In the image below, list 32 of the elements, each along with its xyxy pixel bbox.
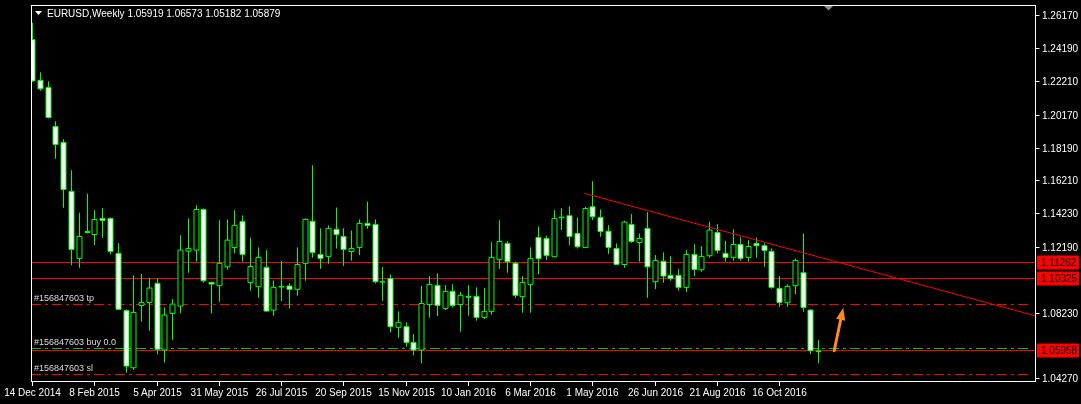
ref-line-label: 1.05958 (1041, 345, 1078, 356)
chart-title: EURUSD,Weekly 1.05919 1.06573 1.05182 1.05879 (47, 8, 281, 19)
x-tick-label: 14 Dec 2014 (4, 387, 62, 398)
x-tick-label: 31 May 2015 (190, 387, 249, 398)
x-tick-label: 5 Apr 2015 (133, 387, 183, 398)
x-tick-label: 16 Oct 2016 (752, 387, 808, 398)
x-tick-label: 8 Feb 2015 (69, 387, 121, 398)
ref-line-label: #156847603 tp (34, 292, 95, 303)
y-tick-label: 1.26170 (1042, 10, 1079, 21)
y-tick-label: 1.22210 (1042, 76, 1079, 87)
x-tick-label: 21 Aug 2016 (689, 387, 747, 398)
ref-line-label: #156847603 sl (34, 362, 94, 373)
x-tick-label: 26 Jun 2016 (627, 387, 684, 398)
x-tick-label: 6 Mar 2016 (505, 387, 557, 398)
y-tick-label: 1.08230 (1042, 308, 1079, 319)
x-tick-label: 15 Nov 2015 (378, 387, 436, 398)
x-tick-label: 20 Sep 2015 (315, 387, 373, 398)
candlestick (768, 247, 775, 290)
x-tick-label: 10 Jan 2016 (440, 387, 497, 398)
y-tick-label: 1.16210 (1042, 175, 1079, 186)
ref-line-label: #156847603 buy 0.0 (34, 336, 117, 347)
ref-line-label: 1.11262 (1041, 257, 1077, 268)
x-tick-label: 1 May 2016 (566, 387, 620, 398)
y-tick-label: 1.24190 (1042, 43, 1079, 54)
ref-line-label: 1.10325 (1041, 273, 1078, 284)
x-tick-label: 26 Jul 2015 (255, 387, 308, 398)
candlestick (115, 242, 122, 311)
y-tick-label: 1.14230 (1042, 208, 1079, 219)
y-tick-label: 1.20170 (1042, 110, 1079, 121)
y-tick-label: 1.04270 (1042, 373, 1079, 384)
y-tick-label: 1.18190 (1042, 143, 1079, 154)
y-tick-label: 1.12190 (1042, 242, 1079, 253)
